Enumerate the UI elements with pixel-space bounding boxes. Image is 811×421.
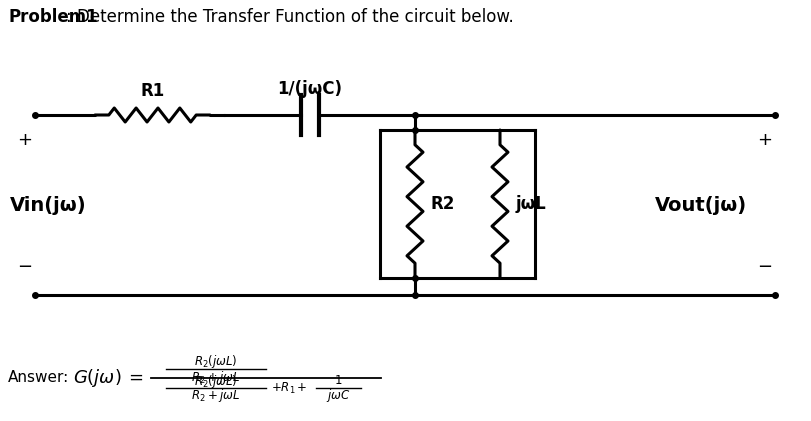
Text: Vin(jω): Vin(jω) bbox=[10, 195, 87, 215]
Text: jωL: jωL bbox=[516, 195, 547, 213]
Text: $+R_1+$: $+R_1+$ bbox=[271, 381, 307, 396]
Text: =: = bbox=[128, 369, 143, 387]
Text: $j\omega C$: $j\omega C$ bbox=[326, 387, 351, 405]
Text: −: − bbox=[757, 258, 772, 276]
Text: $R_2(j\omega L)$: $R_2(j\omega L)$ bbox=[194, 352, 238, 370]
Text: $1$: $1$ bbox=[334, 375, 343, 387]
Text: $R_2(j\omega L)$: $R_2(j\omega L)$ bbox=[194, 373, 238, 389]
Text: : Determine the Transfer Function of the circuit below.: : Determine the Transfer Function of the… bbox=[66, 8, 513, 26]
Text: Answer:: Answer: bbox=[8, 370, 69, 386]
Text: Problem1: Problem1 bbox=[8, 8, 97, 26]
Text: $\mathit{G}(\mathit{j\omega})$: $\mathit{G}(\mathit{j\omega})$ bbox=[73, 367, 122, 389]
Text: $R_2+j\omega L$: $R_2+j\omega L$ bbox=[191, 387, 241, 405]
Text: R2: R2 bbox=[431, 195, 455, 213]
Text: +: + bbox=[757, 131, 772, 149]
Text: −: − bbox=[17, 258, 32, 276]
Text: R1: R1 bbox=[140, 82, 165, 100]
Text: Vout(jω): Vout(jω) bbox=[655, 195, 747, 215]
Text: +: + bbox=[17, 131, 32, 149]
Text: $R_2+j\omega L$: $R_2+j\omega L$ bbox=[191, 368, 241, 386]
Text: 1/(jωC): 1/(jωC) bbox=[277, 80, 342, 98]
